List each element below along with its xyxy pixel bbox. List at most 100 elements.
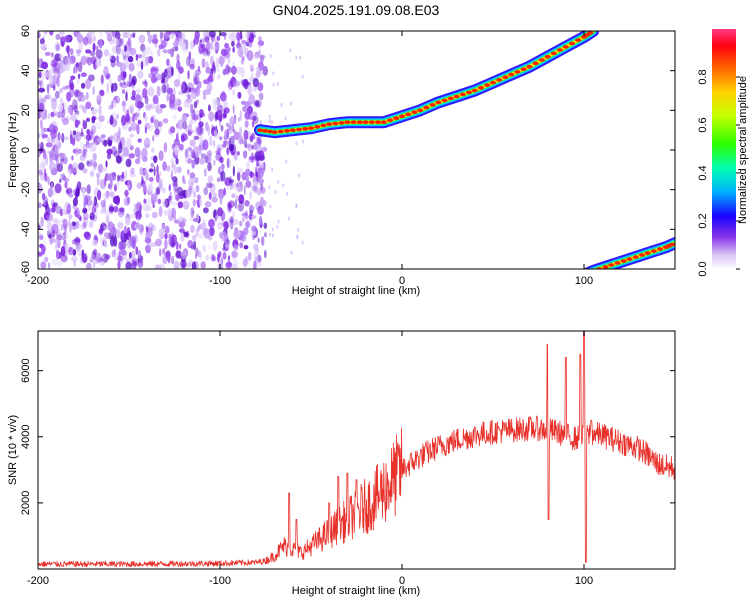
noise-speckle xyxy=(204,201,212,208)
noise-speckle xyxy=(233,218,239,226)
colorbar-tick-label: 0.6 xyxy=(697,117,709,132)
noise-speckle xyxy=(227,157,230,169)
noise-speckle xyxy=(55,243,58,251)
noise-speckle xyxy=(251,215,256,220)
ridge-peak xyxy=(262,129,268,133)
noise-speckle xyxy=(115,38,119,48)
noise-speckle xyxy=(191,159,196,169)
noise-speckle xyxy=(157,184,164,191)
noise-speckle xyxy=(224,42,230,49)
noise-speckle xyxy=(198,233,203,240)
noise-speckle xyxy=(216,35,221,41)
noise-speckle xyxy=(251,34,256,39)
noise-speckle xyxy=(82,143,85,150)
noise-speckle xyxy=(60,158,63,168)
ridge-peak xyxy=(368,120,375,124)
noise-speckle xyxy=(241,39,247,45)
noise-speckle xyxy=(223,98,228,110)
noise-speckle xyxy=(219,92,227,102)
noise-speckle xyxy=(145,56,149,66)
noise-speckle xyxy=(264,249,267,259)
noise-speckle xyxy=(91,130,94,135)
noise-speckle xyxy=(228,143,235,152)
noise-speckle xyxy=(229,32,237,42)
noise-speckle xyxy=(213,129,218,137)
noise-speckle xyxy=(59,157,65,162)
noise-speckle xyxy=(118,241,124,251)
noise-speckle xyxy=(207,183,214,188)
ridge-peak xyxy=(447,96,454,101)
noise-speckle xyxy=(83,231,90,239)
noise-speckle xyxy=(196,126,203,136)
noise-speckle xyxy=(200,113,203,119)
ridge-peak xyxy=(478,86,484,90)
noise-speckle xyxy=(54,90,60,99)
noise-speckle xyxy=(74,238,81,243)
noise-speckle xyxy=(235,66,243,75)
noise-speckle xyxy=(172,114,177,120)
ridge-peak xyxy=(308,126,314,130)
noise-speckle xyxy=(38,58,42,67)
noise-speckle xyxy=(53,61,60,72)
noise-speckle xyxy=(197,125,204,136)
ridge-peak xyxy=(514,70,521,74)
noise-speckle xyxy=(122,71,127,79)
noise-speckle xyxy=(115,155,122,164)
noise-speckle xyxy=(132,239,136,250)
noise-speckle xyxy=(180,190,187,197)
noise-speckle xyxy=(203,168,207,177)
noise-speckle xyxy=(75,147,79,156)
noise-speckle xyxy=(178,220,186,229)
noise-speckle xyxy=(96,175,100,187)
noise-speckle xyxy=(224,177,231,187)
noise-speckle xyxy=(257,150,265,161)
noise-speckle xyxy=(262,162,266,170)
ridge-peak xyxy=(277,129,284,134)
noise-speckle xyxy=(213,159,216,166)
noise-speckle xyxy=(39,234,44,241)
noise-speckle xyxy=(246,161,250,170)
noise-speckle xyxy=(228,200,235,209)
noise-speckle xyxy=(245,180,252,188)
noise-speckle xyxy=(108,77,112,89)
noise-speckle xyxy=(64,136,70,141)
noise-speckle xyxy=(80,55,88,66)
noise-speckle xyxy=(74,190,79,200)
noise-speckle xyxy=(247,251,252,261)
noise-speckle xyxy=(42,134,48,139)
noise-speckle xyxy=(295,55,298,60)
noise-speckle xyxy=(172,163,176,172)
ridge-peak xyxy=(435,100,442,105)
snr-frame xyxy=(37,330,676,570)
noise-speckle xyxy=(55,33,61,41)
noise-speckle xyxy=(229,218,234,230)
noise-speckle xyxy=(208,245,211,250)
noise-speckle xyxy=(252,116,259,125)
figure-title: GN04.2025.191.09.08.E03 xyxy=(273,2,440,18)
noise-speckle xyxy=(155,187,161,195)
noise-speckle xyxy=(175,157,179,165)
noise-speckle xyxy=(65,188,73,195)
noise-speckle xyxy=(71,221,77,227)
noise-speckle xyxy=(231,40,235,47)
noise-speckle xyxy=(49,161,56,172)
noise-speckle xyxy=(46,83,50,94)
noise-speckle xyxy=(244,109,251,119)
ridge-peak xyxy=(441,98,448,103)
noise-speckle xyxy=(111,45,118,54)
x-tick-label: -100 xyxy=(209,275,231,287)
noise-speckle xyxy=(298,173,301,178)
noise-speckle xyxy=(246,50,254,61)
noise-speckle xyxy=(116,55,119,64)
noise-speckle xyxy=(237,151,240,156)
noise-speckle xyxy=(114,195,121,206)
noise-speckle xyxy=(124,109,130,120)
noise-speckle xyxy=(135,125,140,133)
noise-speckle xyxy=(221,163,225,170)
noise-speckle xyxy=(104,210,111,218)
noise-speckle xyxy=(44,51,51,56)
noise-speckle xyxy=(302,139,304,144)
noise-speckle xyxy=(261,236,265,246)
noise-speckle xyxy=(128,73,132,84)
noise-speckle xyxy=(126,109,129,114)
